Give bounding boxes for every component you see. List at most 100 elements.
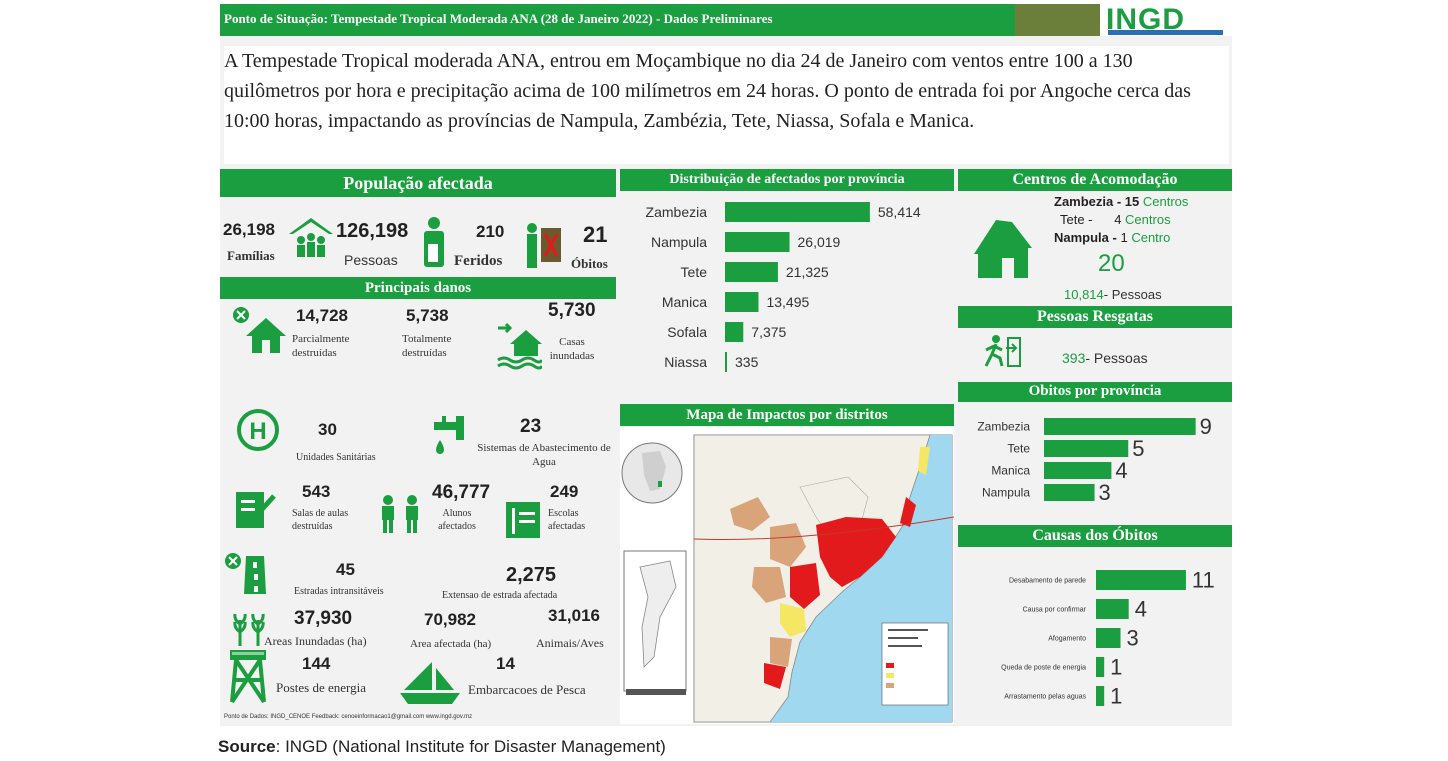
- rescue-runner-icon: [984, 335, 1021, 367]
- distribuicao-header: Distribuição de afectados por província: [620, 169, 954, 191]
- centro-zambezia-num: 15: [1124, 194, 1140, 209]
- bar: [725, 352, 727, 372]
- school-book-icon: [506, 502, 540, 538]
- source-bold: Source: [218, 737, 276, 756]
- resgatadas-count: 393- Pessoas: [1062, 350, 1148, 366]
- bar: [725, 262, 778, 282]
- bar: [1096, 657, 1105, 677]
- infographic-poster: Ponto de Situação: Tempestade Tropical M…: [220, 4, 1232, 726]
- map-red-zone: [816, 517, 896, 587]
- bar-category-label: Sofala: [667, 324, 707, 340]
- source-caption: Source: INGD (National Institute for Dis…: [218, 737, 666, 757]
- parcial-value: 14,728: [296, 306, 348, 325]
- water-tap-icon: [434, 416, 464, 454]
- pessoas-value: 126,198: [336, 220, 409, 242]
- salas-label: Salas de aulas destruídas: [292, 508, 349, 532]
- bar-category-label: Niassa: [664, 354, 707, 370]
- centros-pessoas-value: 10,814: [1064, 287, 1104, 302]
- source-text: : INGD (National Institute for Disaster …: [275, 737, 666, 756]
- distribuicao-chart: Zambezia 58,414 Nampula 26,019 Tete 21,325 Man…: [646, 202, 921, 372]
- salas-value: 543: [302, 482, 331, 501]
- bar-value-label: 26,019: [798, 234, 841, 250]
- bar: [725, 202, 870, 222]
- centros-pessoas: 10,814- Pessoas: [1064, 287, 1162, 302]
- bar: [1044, 440, 1129, 457]
- estradas-label: Estradas intransitáveis: [294, 586, 384, 597]
- centros-pessoas-label: - Pessoas: [1103, 287, 1162, 302]
- bar-value-label: 58,414: [878, 204, 921, 220]
- agua-value: 23: [520, 416, 542, 437]
- centros-header: Centros de Acomodação: [958, 169, 1232, 191]
- bar-category-label: Manica: [662, 294, 707, 310]
- road-blocked-icon: [225, 553, 266, 594]
- bar: [1096, 599, 1129, 619]
- centro-tete-num: 4: [1114, 212, 1122, 227]
- bar-value-label: 3: [1127, 626, 1139, 651]
- obitos-provincia-chart: Zambezia 9 Tete 5 Manica 4 Nampula 3: [977, 414, 1212, 505]
- agua-label: Sistemas de Abastecimento de Agua: [477, 442, 611, 468]
- centros-total: 20: [1098, 250, 1125, 277]
- bar-category-label: Tete: [1007, 442, 1030, 456]
- bar: [725, 292, 759, 312]
- map-panel: [620, 427, 955, 724]
- power-tower-icon: [230, 650, 266, 704]
- obitos-label: Óbitos: [571, 256, 608, 271]
- bar-category-label: Nampula: [982, 486, 1030, 500]
- danos-header: Principais danos: [220, 277, 616, 299]
- injured-person-icon: [424, 217, 444, 267]
- centro-zambezia-unit: Centros: [1142, 194, 1189, 209]
- centro-nampula-num: 1: [1120, 230, 1128, 245]
- alunos-value: 46,777: [432, 482, 491, 503]
- bar-category-label: Zambezia: [646, 204, 708, 220]
- populacao-header: População afectada: [220, 169, 616, 197]
- sanitarias-label: Unidades Sanitárias: [296, 452, 376, 463]
- bar-value-label: 21,325: [786, 264, 829, 280]
- extensao-value: 2,275: [506, 564, 557, 586]
- centro-row-nampula: Nampula - 1 Centro: [1054, 230, 1232, 248]
- inundadas-label: Casas inundadas: [549, 336, 595, 362]
- resgatadas-value: 393: [1062, 350, 1086, 366]
- bar-value-label: 7,375: [751, 324, 786, 340]
- bar-category-label: Tete: [681, 264, 708, 280]
- flooded-crops-icon: [233, 613, 265, 646]
- ingd-logo: INGD: [1100, 4, 1232, 36]
- svg-text:H: H: [249, 418, 266, 445]
- centro-tete-unit: Centros: [1125, 212, 1171, 227]
- bar: [725, 322, 744, 342]
- resgatadas-label: - Pessoas: [1085, 350, 1148, 366]
- impact-map: [621, 434, 955, 723]
- embarc-label: Embarcacoes de Pesca: [468, 682, 586, 697]
- causas-header: Causas dos Óbitos: [958, 525, 1232, 547]
- header-title: Ponto de Situação: Tempestade Tropical M…: [224, 11, 773, 26]
- bar: [1096, 628, 1121, 648]
- familias-label: Famílias: [227, 248, 275, 263]
- family-house-icon: [289, 218, 333, 257]
- animais-label: Animais/Aves: [536, 636, 604, 650]
- bar-category-label: Causa por confirmar: [1023, 606, 1087, 613]
- bar-category-label: Manica: [991, 464, 1030, 478]
- centro-tete-prov: Tete -: [1060, 212, 1097, 227]
- area-af-value: 70,982: [424, 610, 476, 629]
- damaged-house-icon: [233, 307, 286, 353]
- centro-nampula-unit: Centro: [1131, 230, 1171, 245]
- bar-value-label: 5: [1132, 436, 1144, 461]
- bar-category-label: Nampula: [651, 234, 707, 250]
- areas-label: Areas Inundadas (ha): [264, 634, 367, 648]
- hospital-icon: H: [237, 409, 279, 451]
- familias-value: 26,198: [223, 220, 275, 239]
- flooded-house-icon: [497, 322, 542, 370]
- bar: [1096, 686, 1105, 706]
- intro-text: A Tempestade Tropical moderada ANA, entr…: [224, 46, 1229, 164]
- classroom-icon: [236, 492, 276, 528]
- bar-value-label: 13,495: [766, 294, 809, 310]
- bar-value-label: 11: [1192, 568, 1215, 593]
- header-logo-block: [1015, 4, 1100, 36]
- inundadas-value: 5,730: [548, 300, 596, 321]
- obitos-value: 21: [583, 222, 608, 247]
- bar-category-label: Arrastamento pelas aguas: [1004, 693, 1086, 700]
- bar-value-label: 335: [735, 354, 759, 370]
- bar-category-label: Zambezia: [977, 420, 1030, 434]
- bar-value-label: 4: [1115, 458, 1127, 483]
- centro-nampula-prov: Nampula -: [1054, 230, 1121, 245]
- feridos-value: 210: [476, 222, 505, 241]
